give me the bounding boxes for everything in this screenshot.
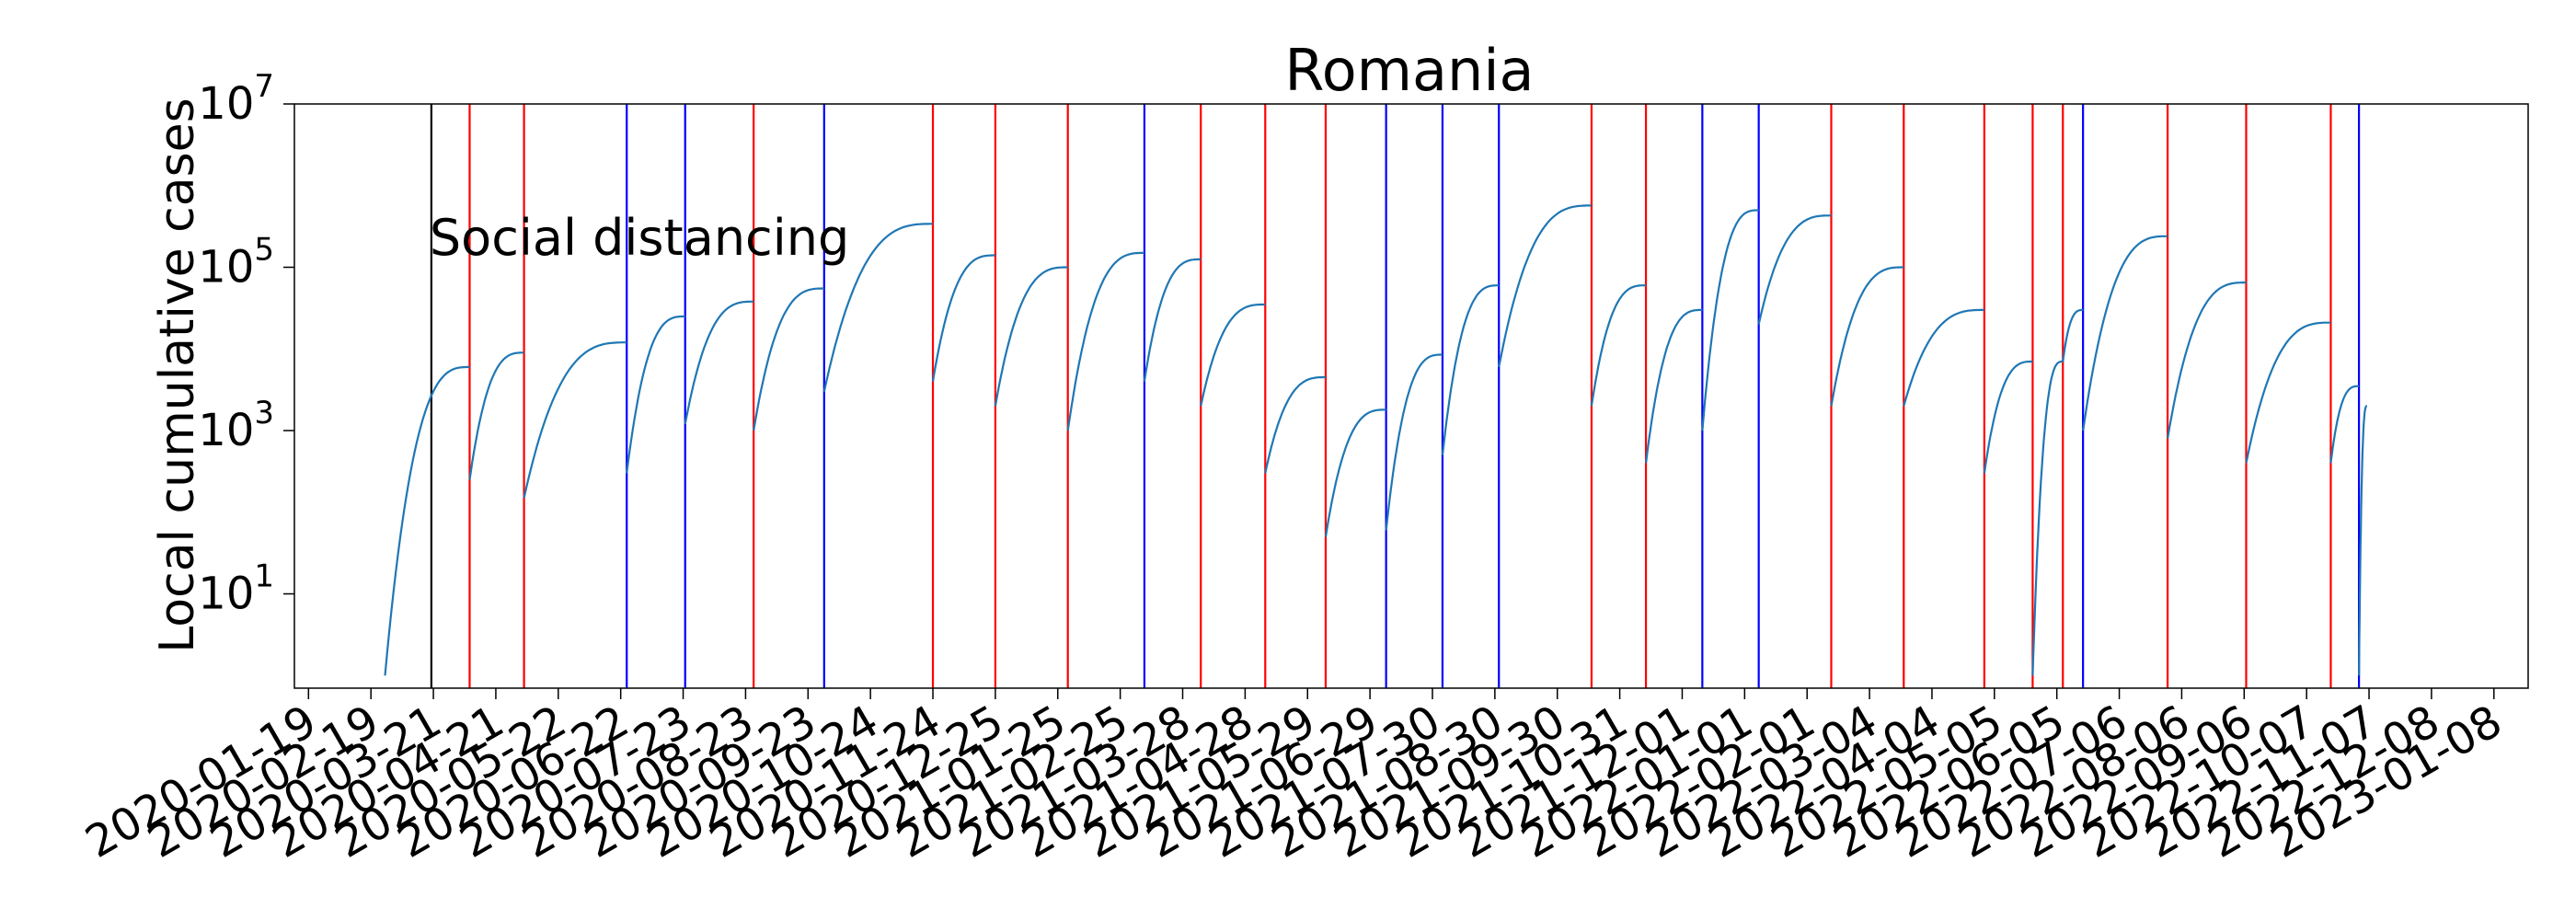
series-segment-4 (684, 300, 754, 425)
y-ticks: 101 103 105 107 (198, 68, 294, 620)
y-tick-label-3: 107 (198, 68, 274, 130)
x-ticks: 2020-01-192020-02-192020-03-212020-04-21… (77, 688, 2511, 868)
series-segment-11 (1200, 303, 1266, 407)
series-segment-12 (1264, 375, 1326, 474)
y-tick-label-2: 105 (198, 232, 274, 293)
plot-frame (293, 103, 2529, 689)
series-segment-10 (1143, 258, 1202, 382)
series-segment-30 (2358, 405, 2367, 676)
series-segment-21 (1830, 266, 1904, 407)
series-segment-8 (994, 266, 1068, 407)
vertical-lines (430, 104, 2361, 688)
series-segment-0 (384, 365, 470, 676)
series-segment-9 (1066, 251, 1144, 431)
series-group (384, 204, 2367, 676)
series-segment-13 (1324, 408, 1386, 537)
series-segment-20 (1757, 214, 1832, 325)
series-segment-25 (2062, 308, 2084, 362)
series-segment-2 (523, 341, 627, 499)
series-segment-14 (1385, 353, 1443, 531)
series-segment-26 (2082, 235, 2168, 431)
series-segment-17 (1590, 284, 1647, 407)
series-segment-5 (753, 287, 824, 431)
y-tick-label-1: 103 (198, 395, 274, 456)
series-segment-1 (468, 351, 524, 480)
series-segment-6 (822, 223, 933, 392)
y-tick-label-0: 101 (198, 558, 274, 620)
series-segment-15 (1441, 284, 1500, 455)
series-segment-29 (2329, 385, 2360, 464)
series-segment-24 (2031, 360, 2064, 676)
series-segment-28 (2245, 321, 2331, 464)
series-segment-18 (1645, 308, 1703, 464)
y-axis-label: Local cumulative cases (150, 98, 205, 653)
series-segment-16 (1498, 204, 1592, 368)
series-segment-23 (1983, 360, 2033, 474)
series-segment-3 (626, 315, 685, 474)
annotation-0: Social distancing (430, 209, 849, 267)
series-segment-19 (1701, 209, 1759, 431)
series-segment-22 (1903, 308, 1984, 407)
series-segment-27 (2167, 282, 2247, 439)
series-segment-7 (931, 254, 995, 382)
annotations: Social distancing (430, 209, 849, 267)
chart-title: Romania (1284, 37, 1534, 104)
